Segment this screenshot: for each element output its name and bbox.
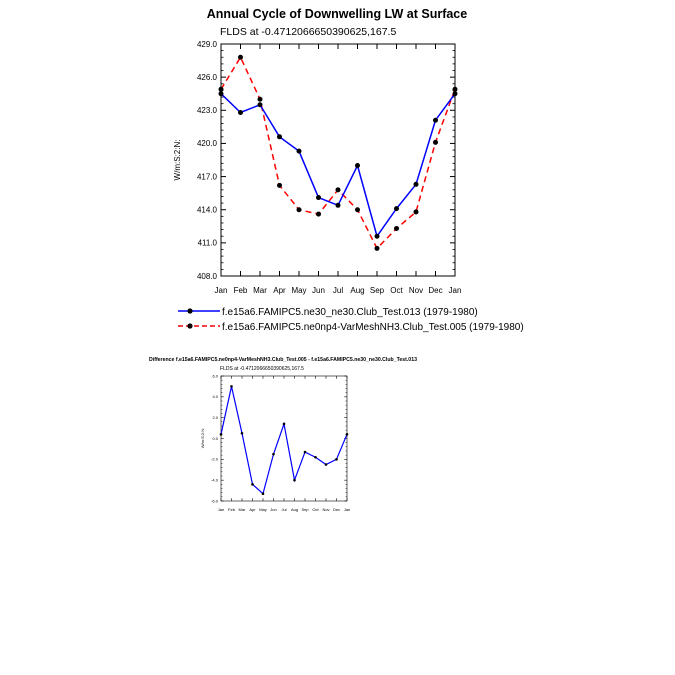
x-tick-label: Jan xyxy=(215,286,228,295)
series-0-point xyxy=(355,163,360,169)
diff-chart-ylabel: W/m:S:2:N: xyxy=(200,428,205,448)
series-0-point xyxy=(394,206,399,212)
series-0-point xyxy=(314,455,317,459)
series-0-point xyxy=(433,117,438,123)
series-0-point xyxy=(240,431,244,435)
x-tick-label: Jan xyxy=(218,507,224,512)
x-tick-label: Dec xyxy=(333,507,340,512)
series-0-point xyxy=(345,433,349,436)
series-1-point xyxy=(355,207,360,213)
series-1-point xyxy=(374,245,380,251)
series-0-point xyxy=(282,422,286,426)
x-tick-label: Nov xyxy=(322,507,329,512)
x-tick-label: Jun xyxy=(270,507,276,512)
series-line-0 xyxy=(220,386,348,495)
y-tick-label: 411.0 xyxy=(198,239,218,248)
main-chart-ylabel: W/m:S:2:N: xyxy=(173,140,182,181)
series-0-point xyxy=(324,463,328,466)
x-tick-label: Jan xyxy=(344,507,350,512)
series-0-point xyxy=(413,181,419,187)
x-tick-label: Mar xyxy=(239,507,247,512)
y-tick-label: -2.0 xyxy=(211,457,219,462)
series-1-point xyxy=(316,211,321,217)
y-tick-label: -4.0 xyxy=(211,478,219,483)
x-tick-label: Jan xyxy=(449,286,462,295)
x-tick-label: Aug xyxy=(350,286,364,295)
legend-label-model-a: f.e15a6.FAMIPC5.ne30_ne30.Club_Test.013 … xyxy=(222,307,478,318)
x-tick-label: Jul xyxy=(281,507,286,512)
series-1-point xyxy=(394,225,399,231)
x-tick-label: Aug xyxy=(291,507,298,512)
x-tick-label: Jun xyxy=(312,286,325,295)
y-tick-label: 6.0 xyxy=(212,373,218,378)
x-tick-label: Feb xyxy=(234,286,248,295)
series-1-point xyxy=(238,54,243,60)
plot-frame xyxy=(220,375,348,502)
main-chart-subtitle: FLDS at -0.4712066650390625,167.5 xyxy=(220,26,396,38)
series-0-point xyxy=(335,202,341,208)
series-0-point xyxy=(335,458,338,461)
x-tick-label: Dec xyxy=(428,286,442,295)
series-line-1 xyxy=(220,55,456,250)
y-tick-label: 2.0 xyxy=(212,415,218,420)
x-tick-label: Sep xyxy=(301,507,309,512)
series-1-point xyxy=(296,207,302,213)
main-chart-title: Annual Cycle of Downwelling LW at Surfac… xyxy=(207,7,467,21)
x-tick-label: Feb xyxy=(228,507,236,512)
series-0-point xyxy=(316,195,321,201)
legend-marker-model-b xyxy=(187,323,193,329)
series-0-point xyxy=(293,478,296,482)
series-line-0 xyxy=(220,93,456,238)
series-0-point xyxy=(452,91,458,97)
x-tick-label: May xyxy=(291,286,306,295)
y-tick-label: 420.0 xyxy=(197,139,218,148)
main-chart-legend: f.e15a6.FAMIPC5.ne30_ne30.Club_Test.013 … xyxy=(178,307,524,333)
x-tick-label: Nov xyxy=(409,286,423,295)
x-tick-label: Apr xyxy=(249,507,256,512)
y-tick-label: 414.0 xyxy=(197,206,218,215)
series-1-point xyxy=(433,139,438,145)
x-tick-label: Oct xyxy=(390,286,403,295)
series-1-point xyxy=(452,86,458,92)
x-tick-label: Sep xyxy=(370,286,385,295)
y-tick-label: -6.0 xyxy=(211,498,219,503)
x-tick-label: Mar xyxy=(253,286,267,295)
diff-chart-title: Difference f.e15a6.FAMIPC5.ne0np4-VarMes… xyxy=(149,357,417,363)
x-tick-label: Jul xyxy=(333,286,343,295)
series-0-point xyxy=(272,452,275,456)
plot-frame xyxy=(220,43,456,277)
y-tick-label: 0.0 xyxy=(212,436,218,441)
series-0-point xyxy=(303,450,307,454)
y-tick-label: 423.0 xyxy=(197,106,218,115)
main-chart-plot: 408.0 411.0 414.0 417.0 420.0 423.0 426.0 429.0… xyxy=(197,40,461,295)
series-0-point xyxy=(277,134,282,140)
y-tick-label: 417.0 xyxy=(197,172,218,181)
x-tick-label: Oct xyxy=(312,507,319,512)
series-0-point xyxy=(218,91,224,97)
series-0-point xyxy=(238,109,243,115)
y-tick-label: 4.0 xyxy=(212,394,218,399)
series-0-point xyxy=(219,433,223,436)
y-tick-label: 426.0 xyxy=(197,73,218,82)
x-tick-label: May xyxy=(259,507,267,512)
series-1-point xyxy=(335,187,341,193)
legend-label-model-b: f.e15a6.FAMIPC5.ne0np4-VarMeshNH3.Club_T… xyxy=(222,322,524,333)
series-0-point xyxy=(251,483,254,486)
series-1-point xyxy=(413,209,419,215)
series-1-point xyxy=(218,86,224,92)
series-0-point xyxy=(230,385,233,388)
legend-marker-model-a xyxy=(187,308,193,314)
diff-chart-subtitle: FLDS at -0.4712066650390625,167.5 xyxy=(220,366,304,372)
series-0-point xyxy=(261,492,265,496)
series-0-point xyxy=(296,148,302,154)
y-tick-label: 408.0 xyxy=(197,272,218,281)
series-0-point xyxy=(374,233,380,239)
series-1-point xyxy=(277,182,282,188)
series-1-point xyxy=(257,96,263,102)
series-0-point xyxy=(257,102,263,108)
y-tick-label: 429.0 xyxy=(197,40,218,49)
x-tick-label: Apr xyxy=(273,286,286,295)
